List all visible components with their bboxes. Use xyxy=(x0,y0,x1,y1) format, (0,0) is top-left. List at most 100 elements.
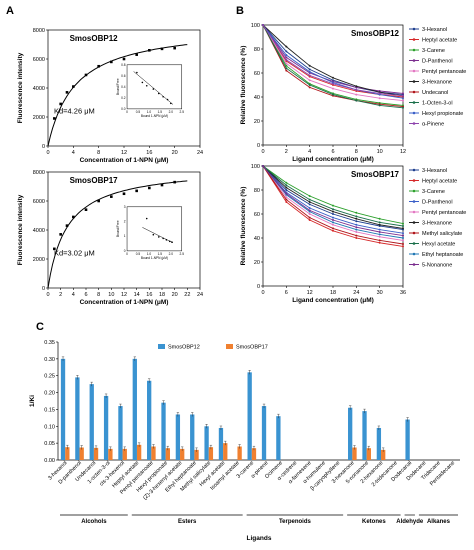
legend-label: Heptyl acetate xyxy=(422,179,457,185)
data-point xyxy=(84,73,88,77)
bar xyxy=(381,449,386,460)
series-point xyxy=(402,225,404,227)
legend-label: 3-Hexanone xyxy=(422,221,452,227)
y-tick-label: 60 xyxy=(254,71,260,77)
series-point xyxy=(285,56,288,59)
legend-marker xyxy=(412,90,416,94)
legend-marker xyxy=(412,111,416,115)
legend-marker xyxy=(412,221,416,224)
series-point xyxy=(308,79,311,82)
inset-data-point xyxy=(170,102,172,105)
y-tick-label: 100 xyxy=(251,23,260,29)
legend-marker xyxy=(412,38,416,41)
series-point xyxy=(332,221,334,224)
x-tick-label: 12 xyxy=(307,290,313,296)
series-point xyxy=(402,234,404,237)
bar xyxy=(65,447,70,460)
data-point xyxy=(59,233,62,236)
chart-title: SmosOBP12 xyxy=(70,34,119,43)
x-tick-label: 20 xyxy=(172,292,178,298)
inset-data-point xyxy=(168,240,171,243)
legend-marker xyxy=(412,231,416,235)
inset-fit-line xyxy=(142,227,174,244)
bar xyxy=(122,448,127,460)
series-point xyxy=(402,94,404,97)
inset-x-tick-label: 1.5 xyxy=(158,252,163,256)
inset-x-tick-label: 1.0 xyxy=(147,252,152,256)
x-tick-label: 16 xyxy=(146,150,152,156)
x-tick-label: 8 xyxy=(97,150,100,156)
x-tick-label: 24 xyxy=(197,150,203,156)
y-tick-label: 4000 xyxy=(33,86,45,92)
x-tick-label: 12 xyxy=(121,150,127,156)
data-point xyxy=(72,215,75,219)
bar xyxy=(93,447,99,460)
legend-marker xyxy=(412,101,416,104)
series-point xyxy=(285,69,288,72)
legend-label: Pentyl pentanoate xyxy=(422,69,466,75)
data-point xyxy=(97,64,100,68)
series-point xyxy=(332,223,334,226)
chart-B2: 0 6 12 18 24 30 36 0 20 40 60 80 100 Ligand concentra… xyxy=(240,164,466,304)
bar xyxy=(180,448,185,460)
x-tick-label: 8 xyxy=(97,292,100,298)
data-point xyxy=(122,57,126,61)
bar xyxy=(89,384,94,460)
x-tick-label: 4 xyxy=(72,150,75,156)
inset-x-tick-label: 1.5 xyxy=(158,110,163,114)
data-point xyxy=(135,189,138,193)
series-point xyxy=(285,181,288,184)
series-point xyxy=(378,231,381,233)
series-point xyxy=(402,237,404,239)
x-tick-label: 0 xyxy=(46,150,49,156)
bar xyxy=(237,446,242,460)
bar xyxy=(60,358,66,460)
inset-data-point xyxy=(157,92,160,95)
data-point xyxy=(110,195,113,198)
series-point xyxy=(285,50,288,53)
panel-label-c: C xyxy=(36,321,44,333)
legend-marker xyxy=(412,210,416,214)
series-point xyxy=(355,223,358,226)
legend-label: 3-Carene xyxy=(422,48,445,54)
bar xyxy=(208,447,214,460)
series-point xyxy=(355,234,358,237)
series-point xyxy=(378,221,381,224)
inset-x-tick-label: 2.5 xyxy=(180,110,185,114)
inset-y-tick-label: 0.2 xyxy=(121,96,126,100)
panel-label-b: B xyxy=(236,5,244,17)
legend-label: Undecanol xyxy=(422,90,448,96)
series-point xyxy=(402,222,404,225)
y-tick-label: 6000 xyxy=(33,57,45,63)
data-point xyxy=(72,85,75,88)
x-axis-title: Ligands xyxy=(247,535,272,542)
series-point xyxy=(332,213,334,215)
y-tick-label: 4000 xyxy=(33,228,45,234)
legend-marker xyxy=(412,189,416,193)
data-point xyxy=(59,102,62,106)
legend-label: Ethyl heptanoate xyxy=(422,252,463,258)
series-point xyxy=(285,62,288,65)
inset-data-point xyxy=(145,84,148,87)
legend-marker xyxy=(412,263,416,266)
series-point xyxy=(402,245,404,248)
x-axis-title: Ligand concentration (μM) xyxy=(292,297,374,304)
bar xyxy=(352,447,357,460)
chart-B1: 0 2 4 6 8 10 12 0 20 40 60 80 100 Ligand concentratio… xyxy=(240,23,466,163)
series-point xyxy=(308,198,311,201)
legend-label: SmosOBP17 xyxy=(236,345,268,351)
series-point xyxy=(308,84,311,86)
inset-y-tick-label: 0.4 xyxy=(121,85,126,89)
series-point xyxy=(285,186,288,189)
series-point xyxy=(285,67,288,70)
chart-A2: 0 2 4 6 8 10 12 14 16 18 20 22 2402000400060008000Co… xyxy=(17,170,203,306)
data-point xyxy=(110,60,113,64)
bar xyxy=(108,448,113,460)
data-point xyxy=(84,208,88,211)
data-point xyxy=(97,199,100,203)
y-tick-label: 0.20 xyxy=(44,391,55,397)
x-tick-label: 4 xyxy=(308,149,311,155)
x-tick-label: 10 xyxy=(108,292,114,298)
series-point xyxy=(308,195,311,197)
